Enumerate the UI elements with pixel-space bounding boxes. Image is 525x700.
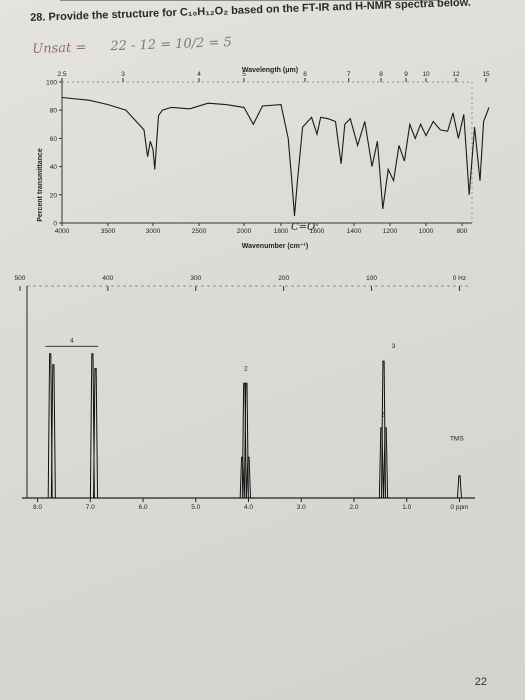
ir-y-ticks: 0 20 40 60 80 100 [46,80,62,228]
ir-x-tick-label: 2000 [237,228,252,235]
nmr-x-tick-label: 6.0 [139,504,148,511]
ir-top-tick-label: 4 [197,71,201,78]
ir-x-tick-label: 3500 [101,228,116,235]
ir-top-tick-label: 2.5 [57,71,66,78]
ir-x-tick-label: 1800 [274,228,289,235]
ir-x-ticks: 4000 3500 3000 2500 2000 1800 1600 1400 1200 1000… [55,223,468,235]
nmr-peak [383,427,389,499]
nmr-x-tick-label: 2.0 [349,504,358,511]
ir-spectrum-line [61,96,490,216]
nmr-peak [456,475,462,499]
ir-x-tick-label: 1000 [419,228,434,235]
ir-spectrum-chart: Wavelength (μm) 2.5 3 4 5 6 7 8 9 10 12 15 0 20 40 60… [37,67,490,250]
ir-x-axis-label: Wavenumber (cm⁻¹) [242,243,308,250]
nmr-peak [378,427,384,499]
nmr-peak-label: 3 [392,343,396,350]
ir-y-axis-label: Percent transmittance [37,148,44,222]
ir-top-tick-label: 8 [379,71,383,78]
nmr-x-tick-label: 7.0 [86,504,95,511]
nmr-peak-label: 4 [70,338,74,345]
unsaturation-label: Unsat = [32,40,87,57]
ir-top-ticks: 2.5 3 4 5 6 7 8 9 10 12 15 [57,71,490,82]
ir-x-tick-label: 800 [457,228,468,235]
ir-x-tick-label: 1600 [310,228,325,235]
ir-top-axis-label: Wavelength (μm) [242,67,298,74]
ir-y-tick-label: 80 [50,108,58,115]
nmr-top-ticks: 500 400 300 200 100 0 Hz [15,275,466,291]
ir-top-tick-label: 9 [404,71,408,78]
ir-x-tick-label: 4000 [55,228,70,235]
ir-x-tick-label: 2500 [192,228,207,235]
nmr-peak [47,353,53,499]
handwritten-note: Unsat = 22 - 12 = 10/2 = 5 [32,35,232,57]
nmr-peak [239,456,245,499]
ir-top-tick-label: 15 [482,71,490,78]
ir-x-tick-label: 3000 [146,228,161,235]
nmr-top-tick-label: 0 Hz [453,275,466,282]
nmr-top-tick-label: 400 [102,275,113,282]
nmr-peak [243,382,249,499]
nmr-x-tick-label: 5.0 [191,504,200,511]
ir-top-tick-label: 6 [303,71,307,78]
nmr-x-tick-label: 0 ppm [450,504,468,511]
ir-y-tick-label: 60 [50,136,58,143]
unsaturation-calculation: 22 - 12 = 10/2 = 5 [110,35,233,55]
ir-top-tick-label: 10 [422,71,430,78]
ir-top-tick-label: 12 [452,71,460,78]
nmr-peaks [47,353,462,499]
nmr-top-tick-label: 100 [366,275,377,282]
ir-top-tick-label: 5 [242,71,246,78]
nmr-peak [50,364,56,499]
nmr-peak-label: TMS [450,436,464,443]
nmr-x-tick-label: 3.0 [297,504,306,511]
nmr-top-tick-label: 500 [15,275,26,282]
nmr-x-tick-label: 8.0 [33,504,42,511]
page-number: 22 [474,676,487,688]
ir-frame [61,81,473,224]
ir-top-tick-label: 3 [121,71,125,78]
ir-y-tick-label: 20 [50,192,58,199]
ir-carbonyl-annotation: C=O [291,222,315,233]
name-line [60,0,440,1]
ir-y-tick-label: 0 [53,221,57,228]
nmr-x-tick-label: 4.0 [244,504,253,511]
ir-x-tick-label: 1200 [383,228,398,235]
nmr-peak-label: 2 [244,365,248,372]
nmr-x-tick-label: 1.0 [402,504,411,511]
nmr-peak [89,353,95,499]
ir-y-tick-label: 100 [46,80,57,87]
ir-x-tick-label: 1400 [347,228,362,235]
question-text: 28. Provide the structure for C₁₀H₁₂O₂ b… [30,0,472,24]
nmr-x-ticks: 8.0 7.0 6.0 5.0 4.0 3.0 2.0 1.0 0 ppm [33,498,468,511]
ir-y-tick-label: 40 [50,164,58,171]
nmr-top-tick-label: 300 [190,275,201,282]
ir-top-tick-label: 7 [347,71,351,78]
nmr-peak-labels: 19.84223TMS [45,338,464,443]
nmr-top-tick-label: 200 [278,275,289,282]
nmr-peak-label: 2 [381,412,385,419]
nmr-peak [93,368,99,499]
nmr-peak [246,456,251,499]
